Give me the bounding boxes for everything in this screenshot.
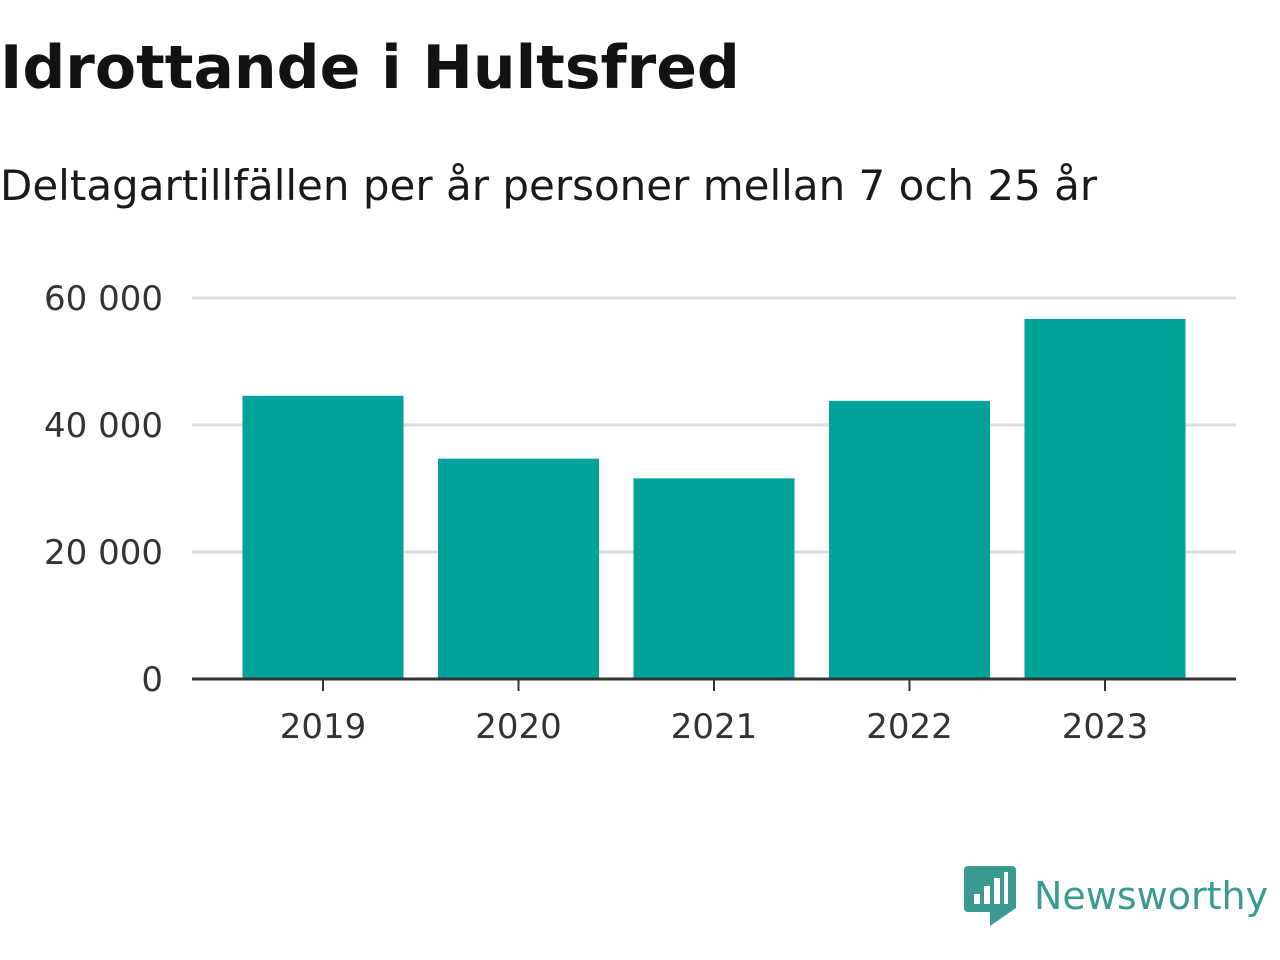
newsworthy-logo-icon [964, 866, 1016, 926]
x-tick-label: 2019 [280, 707, 367, 747]
chart-title: Idrottande i Hultsfred [0, 33, 740, 103]
bar [633, 478, 795, 679]
bar-chart: 0 20 000 40 000 60 000 2019 2020 2021 2022 2023 [44, 279, 1236, 747]
y-tick-label: 60 000 [44, 279, 163, 319]
newsworthy-logo: Newsworthy [964, 866, 1268, 926]
bar [1024, 318, 1186, 679]
bar [242, 395, 404, 679]
x-tick-label: 2023 [1062, 707, 1149, 747]
brand-name: Newsworthy [1034, 874, 1269, 918]
bar [829, 400, 990, 679]
y-tick-label: 0 [141, 660, 163, 700]
bar [438, 458, 599, 679]
y-tick-label: 20 000 [44, 533, 163, 573]
x-tick-label: 2022 [866, 707, 953, 747]
y-tick-label: 40 000 [44, 406, 163, 446]
x-tick-label: 2021 [671, 707, 758, 747]
chart-subtitle: Deltagartillfällen per år personer mella… [0, 161, 1098, 210]
x-tick-label: 2020 [475, 707, 562, 747]
